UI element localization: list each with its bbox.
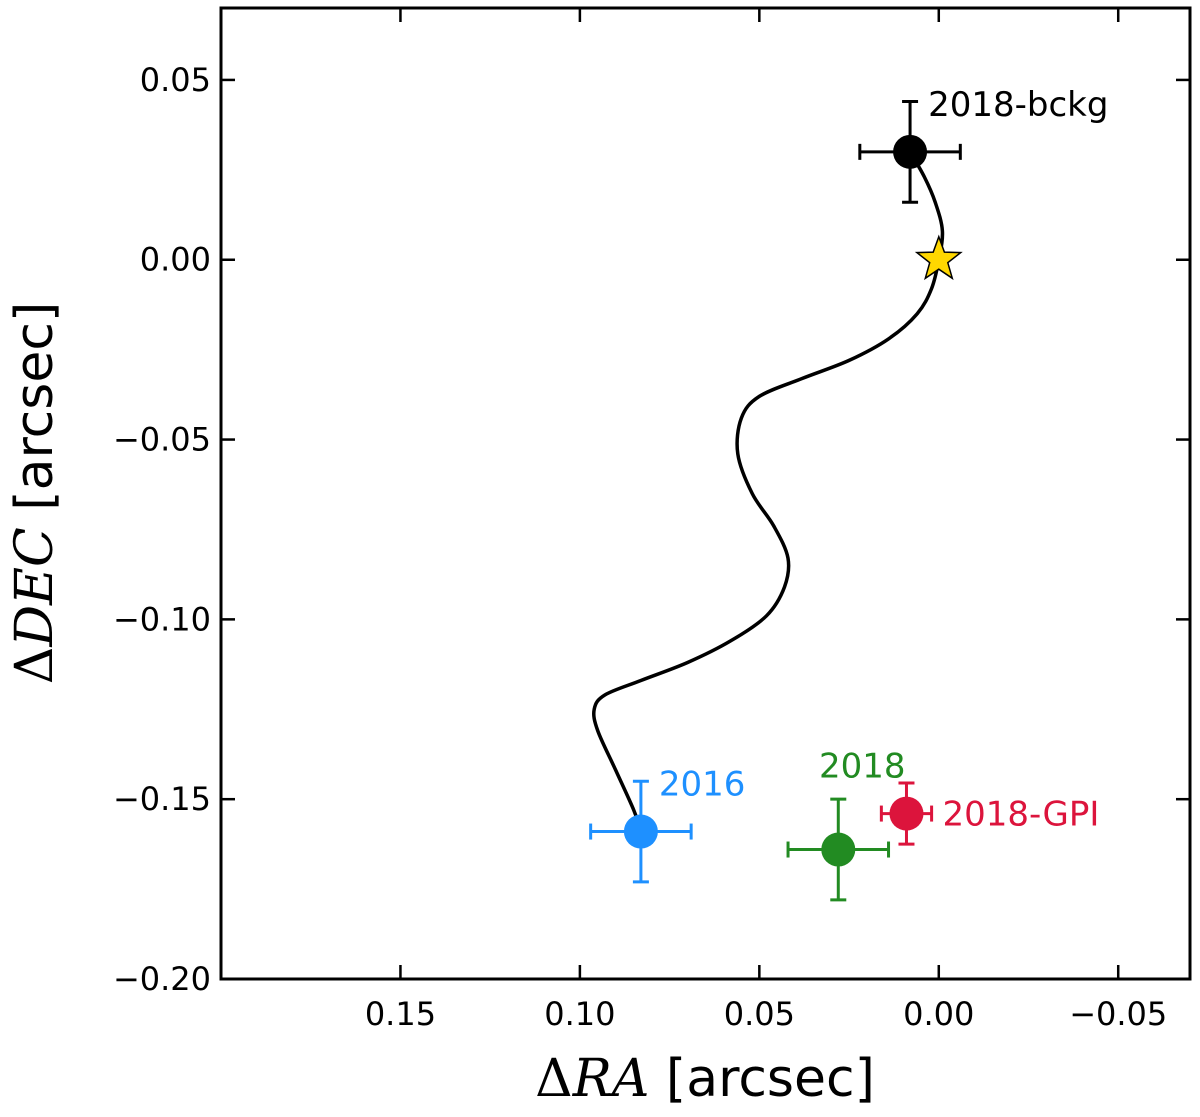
x-axis-label-prefix: Δ	[535, 1049, 573, 1109]
point-label-2018-bckg: 2018-bckg	[928, 85, 1108, 125]
point-label-2016: 2016	[659, 765, 746, 805]
axis-ticks: 0.15 0.10 0.05 0.00 −0.05 0.05 0.00 −0.05 −0.10 −…	[113, 8, 1190, 1033]
plot-frame	[219, 6, 1192, 981]
x-tick-label: 0.10	[544, 995, 615, 1033]
data-point-marker	[893, 134, 928, 169]
x-tick-label: 0.00	[903, 995, 974, 1033]
y-axis-label: ΔDEC [arcsec]	[5, 302, 65, 684]
data-point-marker	[889, 796, 924, 831]
y-axis-label-suffix: [arcsec]	[5, 302, 65, 527]
point-label-2018-GPI: 2018-GPI	[942, 795, 1099, 835]
x-tick-label: −0.05	[1069, 995, 1167, 1033]
x-axis-label-suffix: [arcsec]	[649, 1049, 874, 1109]
point-label-2018: 2018	[819, 747, 906, 787]
y-tick-label: −0.20	[113, 960, 211, 998]
data-point-2018	[786, 797, 891, 902]
y-tick-label: 0.05	[140, 61, 211, 99]
data-point-2018-bckg	[858, 100, 962, 204]
y-axis-label-math: DEC	[5, 527, 65, 647]
y-axis-label-prefix: Δ	[5, 647, 65, 685]
x-tick-label: 0.05	[724, 995, 795, 1033]
star-marker	[914, 234, 963, 281]
data-point-2018-GPI	[879, 781, 934, 846]
x-axis-label: ΔRA [arcsec]	[535, 1049, 875, 1109]
x-axis-label-math: RA	[572, 1049, 650, 1109]
label-layer: 2016 2018 2018-GPI 2018-bckg	[659, 85, 1109, 835]
y-tick-label: −0.15	[113, 780, 211, 818]
data-point-marker	[623, 814, 658, 849]
plot-area	[219, 6, 1192, 981]
x-tick-label: 0.15	[365, 995, 436, 1033]
y-tick-label: −0.10	[113, 600, 211, 638]
data-point-marker	[821, 832, 856, 867]
marker-layer	[589, 100, 963, 902]
y-tick-label: 0.00	[140, 241, 211, 279]
y-tick-label: −0.05	[113, 421, 211, 459]
data-point-2016	[589, 779, 693, 884]
